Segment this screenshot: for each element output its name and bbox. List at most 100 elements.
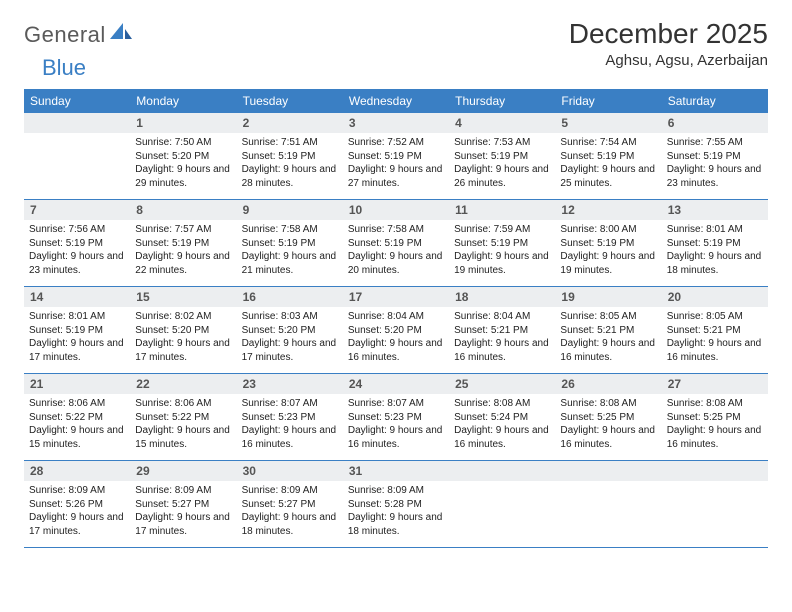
location: Aghsu, Agsu, Azerbaijan: [569, 52, 768, 69]
daylight-line: Daylight: 9 hours and 26 minutes.: [454, 163, 550, 190]
daylight-line: Daylight: 9 hours and 17 minutes.: [29, 511, 125, 538]
day-number: 16: [237, 287, 343, 307]
calendar-day-cell: 24Sunrise: 8:07 AMSunset: 5:23 PMDayligh…: [343, 374, 449, 461]
calendar-thead: SundayMondayTuesdayWednesdayThursdayFrid…: [24, 89, 768, 113]
day-number: [449, 461, 555, 481]
calendar-day-cell: 3Sunrise: 7:52 AMSunset: 5:19 PMDaylight…: [343, 113, 449, 200]
sunset-line: Sunset: 5:19 PM: [560, 237, 656, 251]
sunset-line: Sunset: 5:19 PM: [29, 237, 125, 251]
sunrise-line: Sunrise: 8:03 AM: [242, 310, 338, 324]
day-number: 26: [555, 374, 661, 394]
calendar-day-cell: 6Sunrise: 7:55 AMSunset: 5:19 PMDaylight…: [662, 113, 768, 200]
calendar-day-cell: 26Sunrise: 8:08 AMSunset: 5:25 PMDayligh…: [555, 374, 661, 461]
sunrise-line: Sunrise: 7:51 AM: [242, 136, 338, 150]
day-number: [24, 113, 130, 133]
day-number: 9: [237, 200, 343, 220]
sunset-line: Sunset: 5:28 PM: [348, 498, 444, 512]
day-number: 5: [555, 113, 661, 133]
day-number: 18: [449, 287, 555, 307]
title-block: December 2025 Aghsu, Agsu, Azerbaijan: [569, 18, 768, 69]
sunrise-line: Sunrise: 7:50 AM: [135, 136, 231, 150]
sunrise-line: Sunrise: 8:08 AM: [667, 397, 763, 411]
calendar-day-cell: 22Sunrise: 8:06 AMSunset: 5:22 PMDayligh…: [130, 374, 236, 461]
calendar-day-cell: 27Sunrise: 8:08 AMSunset: 5:25 PMDayligh…: [662, 374, 768, 461]
sunrise-line: Sunrise: 7:58 AM: [242, 223, 338, 237]
day-body: Sunrise: 8:04 AMSunset: 5:20 PMDaylight:…: [343, 307, 449, 368]
calendar-day-cell: 23Sunrise: 8:07 AMSunset: 5:23 PMDayligh…: [237, 374, 343, 461]
weekday-header: Tuesday: [237, 89, 343, 113]
daylight-line: Daylight: 9 hours and 19 minutes.: [560, 250, 656, 277]
logo: General: [24, 22, 134, 48]
daylight-line: Daylight: 9 hours and 15 minutes.: [135, 424, 231, 451]
calendar-day-cell: [662, 461, 768, 548]
sunrise-line: Sunrise: 8:07 AM: [242, 397, 338, 411]
calendar-day-cell: 4Sunrise: 7:53 AMSunset: 5:19 PMDaylight…: [449, 113, 555, 200]
sunrise-line: Sunrise: 7:56 AM: [29, 223, 125, 237]
day-body: Sunrise: 8:01 AMSunset: 5:19 PMDaylight:…: [24, 307, 130, 368]
day-body: Sunrise: 8:09 AMSunset: 5:27 PMDaylight:…: [130, 481, 236, 542]
sunrise-line: Sunrise: 8:08 AM: [560, 397, 656, 411]
day-body: Sunrise: 7:52 AMSunset: 5:19 PMDaylight:…: [343, 133, 449, 194]
day-number: [662, 461, 768, 481]
day-body: Sunrise: 8:05 AMSunset: 5:21 PMDaylight:…: [555, 307, 661, 368]
calendar-day-cell: 2Sunrise: 7:51 AMSunset: 5:19 PMDaylight…: [237, 113, 343, 200]
daylight-line: Daylight: 9 hours and 18 minutes.: [667, 250, 763, 277]
day-body: Sunrise: 7:55 AMSunset: 5:19 PMDaylight:…: [662, 133, 768, 194]
sunrise-line: Sunrise: 8:07 AM: [348, 397, 444, 411]
calendar-day-cell: 28Sunrise: 8:09 AMSunset: 5:26 PMDayligh…: [24, 461, 130, 548]
daylight-line: Daylight: 9 hours and 17 minutes.: [242, 337, 338, 364]
sunrise-line: Sunrise: 8:06 AM: [135, 397, 231, 411]
calendar-day-cell: [555, 461, 661, 548]
logo-text-b: Blue: [42, 55, 86, 81]
sunset-line: Sunset: 5:22 PM: [29, 411, 125, 425]
day-number: 20: [662, 287, 768, 307]
daylight-line: Daylight: 9 hours and 16 minutes.: [242, 424, 338, 451]
day-body: Sunrise: 8:09 AMSunset: 5:26 PMDaylight:…: [24, 481, 130, 542]
sunset-line: Sunset: 5:25 PM: [560, 411, 656, 425]
calendar-day-cell: 18Sunrise: 8:04 AMSunset: 5:21 PMDayligh…: [449, 287, 555, 374]
day-number: 8: [130, 200, 236, 220]
sunrise-line: Sunrise: 8:01 AM: [29, 310, 125, 324]
day-body: Sunrise: 8:06 AMSunset: 5:22 PMDaylight:…: [130, 394, 236, 455]
sunset-line: Sunset: 5:20 PM: [135, 324, 231, 338]
sunrise-line: Sunrise: 7:54 AM: [560, 136, 656, 150]
sunrise-line: Sunrise: 7:59 AM: [454, 223, 550, 237]
weekday-header: Thursday: [449, 89, 555, 113]
logo-sail-icon: [110, 23, 132, 46]
calendar-day-cell: 19Sunrise: 8:05 AMSunset: 5:21 PMDayligh…: [555, 287, 661, 374]
day-number: 25: [449, 374, 555, 394]
sunset-line: Sunset: 5:19 PM: [242, 237, 338, 251]
daylight-line: Daylight: 9 hours and 16 minutes.: [667, 337, 763, 364]
calendar-day-cell: 30Sunrise: 8:09 AMSunset: 5:27 PMDayligh…: [237, 461, 343, 548]
sunset-line: Sunset: 5:19 PM: [348, 237, 444, 251]
weekday-header: Monday: [130, 89, 236, 113]
daylight-line: Daylight: 9 hours and 20 minutes.: [348, 250, 444, 277]
calendar-tbody: 1Sunrise: 7:50 AMSunset: 5:20 PMDaylight…: [24, 113, 768, 548]
calendar-day-cell: 29Sunrise: 8:09 AMSunset: 5:27 PMDayligh…: [130, 461, 236, 548]
sunrise-line: Sunrise: 7:52 AM: [348, 136, 444, 150]
daylight-line: Daylight: 9 hours and 17 minutes.: [135, 337, 231, 364]
sunrise-line: Sunrise: 8:09 AM: [348, 484, 444, 498]
calendar-day-cell: [24, 113, 130, 200]
sunset-line: Sunset: 5:19 PM: [454, 237, 550, 251]
sunset-line: Sunset: 5:20 PM: [348, 324, 444, 338]
sunset-line: Sunset: 5:27 PM: [135, 498, 231, 512]
sunset-line: Sunset: 5:21 PM: [560, 324, 656, 338]
sunrise-line: Sunrise: 8:09 AM: [29, 484, 125, 498]
sunrise-line: Sunrise: 8:02 AM: [135, 310, 231, 324]
calendar-week-row: 14Sunrise: 8:01 AMSunset: 5:19 PMDayligh…: [24, 287, 768, 374]
sunset-line: Sunset: 5:19 PM: [29, 324, 125, 338]
sunset-line: Sunset: 5:21 PM: [454, 324, 550, 338]
daylight-line: Daylight: 9 hours and 23 minutes.: [667, 163, 763, 190]
daylight-line: Daylight: 9 hours and 18 minutes.: [242, 511, 338, 538]
day-body: Sunrise: 7:53 AMSunset: 5:19 PMDaylight:…: [449, 133, 555, 194]
sunrise-line: Sunrise: 8:08 AM: [454, 397, 550, 411]
daylight-line: Daylight: 9 hours and 16 minutes.: [348, 337, 444, 364]
daylight-line: Daylight: 9 hours and 18 minutes.: [348, 511, 444, 538]
daylight-line: Daylight: 9 hours and 19 minutes.: [454, 250, 550, 277]
sunset-line: Sunset: 5:27 PM: [242, 498, 338, 512]
day-body: Sunrise: 8:05 AMSunset: 5:21 PMDaylight:…: [662, 307, 768, 368]
daylight-line: Daylight: 9 hours and 16 minutes.: [454, 424, 550, 451]
sunset-line: Sunset: 5:20 PM: [135, 150, 231, 164]
day-number: 23: [237, 374, 343, 394]
